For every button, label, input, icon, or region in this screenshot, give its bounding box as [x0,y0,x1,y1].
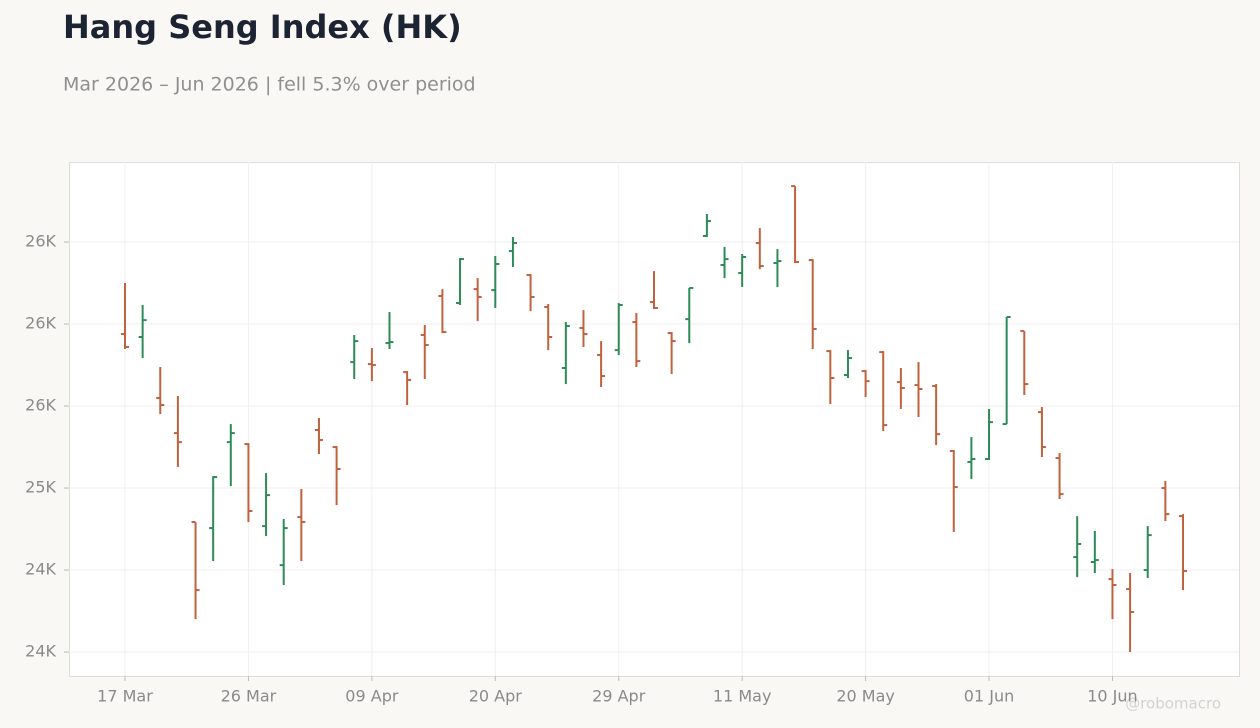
x-tick-label: 26 Mar [221,687,277,706]
y-tick-label: 26K [25,232,56,251]
plot-area [69,162,1240,677]
x-tick-label: 01 Jun [964,687,1014,706]
x-tick-label: 10 Jun [1087,687,1137,706]
x-tick-label: 17 Mar [97,687,153,706]
x-tick-label: 20 May [836,687,895,706]
chart-title: Hang Seng Index (HK) [63,8,462,46]
y-tick-label: 24K [25,642,56,661]
watermark: @robomacro [1125,695,1221,713]
y-tick-label: 26K [25,396,56,415]
y-tick-label: 25K [25,478,56,497]
x-tick-label: 29 Apr [592,687,646,706]
y-tick-label: 26K [25,314,56,333]
x-tick-label: 09 Apr [345,687,399,706]
y-tick-label: 24K [25,560,56,579]
x-tick-label: 20 Apr [469,687,523,706]
x-tick-label: 11 May [713,687,772,706]
chart-subtitle: Mar 2026 – Jun 2026 | fell 5.3% over per… [63,74,476,96]
